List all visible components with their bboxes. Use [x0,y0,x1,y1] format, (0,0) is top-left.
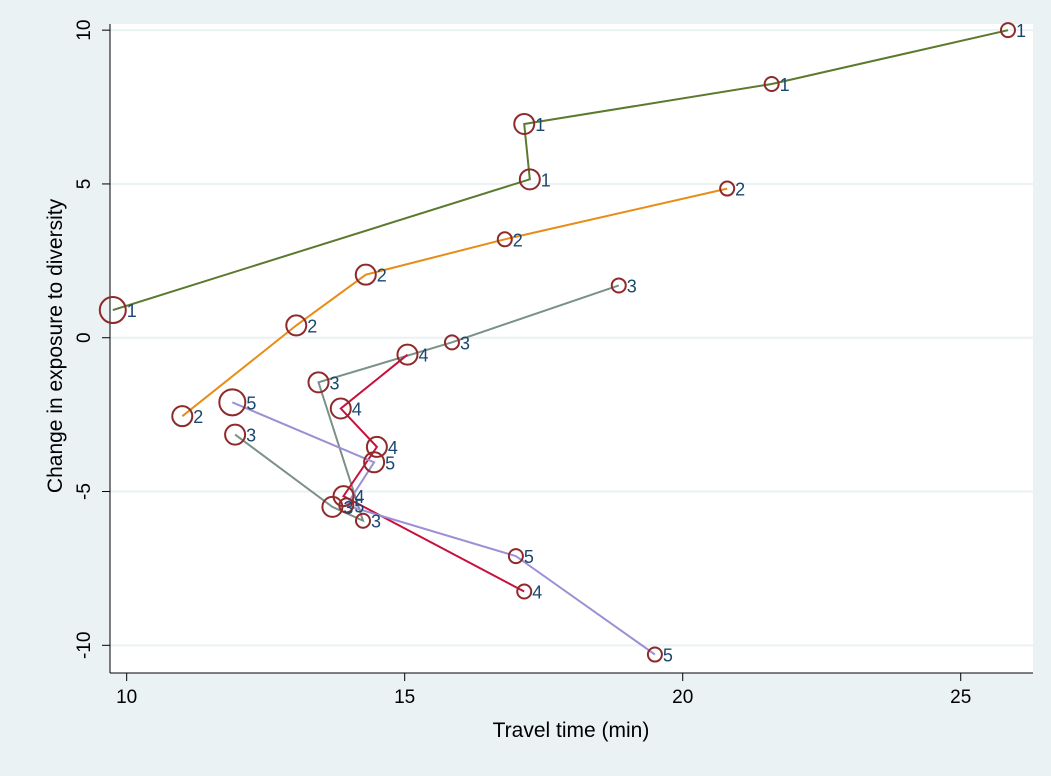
data-point-label: 5 [246,393,256,413]
markers [98,22,1016,663]
data-point-marker [329,397,352,420]
y-tick-label: -5 [74,483,95,500]
data-point-label: 2 [513,230,523,250]
series-lines [112,29,1009,656]
data-point-label: 1 [535,115,545,135]
y-tick-label: 10 [74,20,95,41]
data-point-marker [224,423,247,446]
y-tick-label: 5 [74,179,95,190]
data-point-label: 2 [307,316,317,336]
data-point-marker [719,180,736,197]
data-point-marker [496,231,513,248]
data-point-label: 2 [377,266,387,286]
plot-area [110,24,1033,673]
data-point-marker [516,583,533,600]
series-line [181,187,728,417]
data-point-label: 1 [1016,21,1026,41]
data-point-marker [646,646,663,663]
data-point-marker [332,485,355,508]
data-point-label: 4 [388,438,398,458]
gridlines [110,29,1033,647]
data-point-label: 3 [460,333,470,353]
data-point-marker [363,451,386,474]
data-point-label: 4 [352,399,362,419]
data-point-marker [338,497,355,514]
data-point-label: 3 [330,373,340,393]
data-point-label: 5 [524,547,534,567]
data-point-label: 1 [541,170,551,190]
data-point-label: 3 [343,498,353,518]
data-point-label: 5 [385,453,395,473]
x-tick-label: 20 [672,687,693,708]
data-point-marker [171,405,194,428]
data-point-label: 4 [355,487,365,507]
data-point-label: 5 [663,646,673,666]
data-point-marker [98,296,127,325]
x-tick-label: 25 [950,687,971,708]
series-line [112,29,1009,312]
data-point-label: 4 [532,582,542,602]
y-axis-title: Change in exposure to diversity [44,198,67,493]
data-point-label: 2 [193,407,203,427]
x-tick-label: 10 [116,687,137,708]
data-point-marker [285,314,308,337]
data-point-marker [610,277,627,294]
data-point-label: 1 [780,75,790,95]
data-point-label: 3 [246,426,256,446]
data-point-label: 2 [735,180,745,200]
data-point-label: 4 [418,346,428,366]
data-point-marker [507,548,524,565]
data-point-marker [396,343,419,366]
y-tick-label: 0 [74,332,95,343]
data-point-marker [218,388,247,417]
data-point-marker [365,435,388,458]
x-tick-label: 15 [394,687,415,708]
data-point-marker [354,263,377,286]
data-point-marker [513,112,536,135]
data-point-marker [354,512,371,529]
data-point-marker [763,75,780,92]
x-axis-title: Travel time (min) [493,719,650,742]
series-line [234,284,620,523]
y-tick-label: -10 [74,632,95,659]
data-point-label: 1 [127,301,137,321]
data-point-label: 3 [627,276,637,296]
series-line [339,353,525,593]
data-point-marker [443,334,460,351]
data-point-marker [307,371,330,394]
data-point-marker [999,22,1016,39]
data-point-label: 3 [371,512,381,532]
data-point-marker [518,168,541,191]
data-point-label: 5 [354,496,364,516]
